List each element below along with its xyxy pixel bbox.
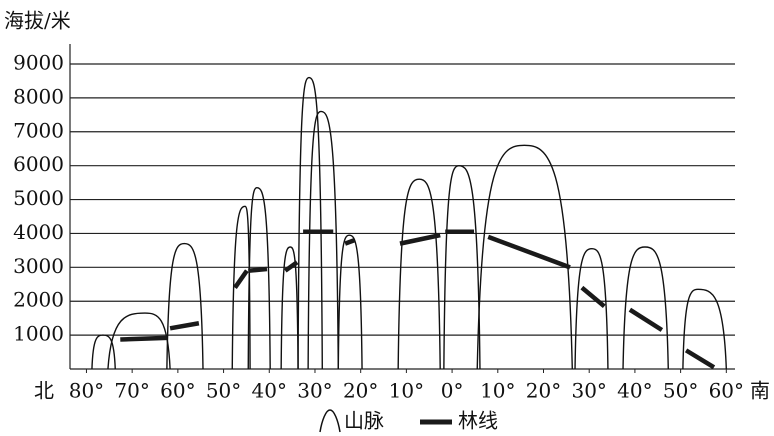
legend-mountain-icon [319,409,341,433]
mountain [622,246,669,370]
mountain [397,178,441,370]
tree-line [344,238,356,246]
tree-line [248,266,268,273]
y-tick-label: 8000 [13,84,64,108]
mountain [574,247,609,370]
x-tick-label: 60° [709,379,744,403]
x-tick-label: 0° [441,379,464,403]
mountain [337,234,363,370]
mountain [297,76,323,370]
y-tick-label: 6000 [13,152,64,176]
x-tick-label: 30° [571,379,606,403]
mountain [91,334,116,370]
mountain [231,205,251,370]
mountain [280,246,299,370]
tree-line [283,260,299,273]
mountain [107,312,171,370]
x-tick-label: 10° [389,379,424,403]
y-tick-label: 5000 [13,186,64,210]
mountain [166,242,204,370]
x-tick-label: 50° [206,379,241,403]
y-tick-label: 9000 [13,51,64,75]
mountain [476,144,573,370]
tree-line [628,307,664,332]
mountain [682,288,728,370]
x-tick-label: 30° [297,379,332,403]
x-tick-label: 20° [526,379,561,403]
mountain [307,110,339,370]
tree-line [233,269,249,289]
mountain [247,186,271,370]
x-tick-label: 40° [252,379,287,403]
x-tick-label: 10° [480,379,515,403]
x-end-label: 南 [750,379,770,403]
y-tick-label: 4000 [13,220,64,244]
y-tick-label: 3000 [13,254,64,278]
tree-line [399,232,441,246]
x-tick-label: 60° [160,379,195,403]
x-tick-label: 40° [617,379,652,403]
x-tick-label: 80° [69,379,104,403]
y-tick-label: 1000 [13,322,64,346]
tree-line [580,285,606,309]
tree-line [487,234,571,270]
y-tick-label: 7000 [13,118,64,142]
y-axis-label: 海拔/米 [4,9,71,33]
legend-label: 山脉 [344,409,384,433]
y-tick-label: 2000 [13,288,64,312]
x-tick-label: 50° [663,379,698,403]
tree-line [120,335,167,342]
legend-label: 林线 [458,409,498,433]
x-tick-label: 20° [343,379,378,403]
tree-line [684,348,716,370]
tree-line [169,321,200,331]
mountain [443,164,481,370]
x-tick-label: 70° [114,379,149,403]
x-start-label: 北 [34,379,54,403]
